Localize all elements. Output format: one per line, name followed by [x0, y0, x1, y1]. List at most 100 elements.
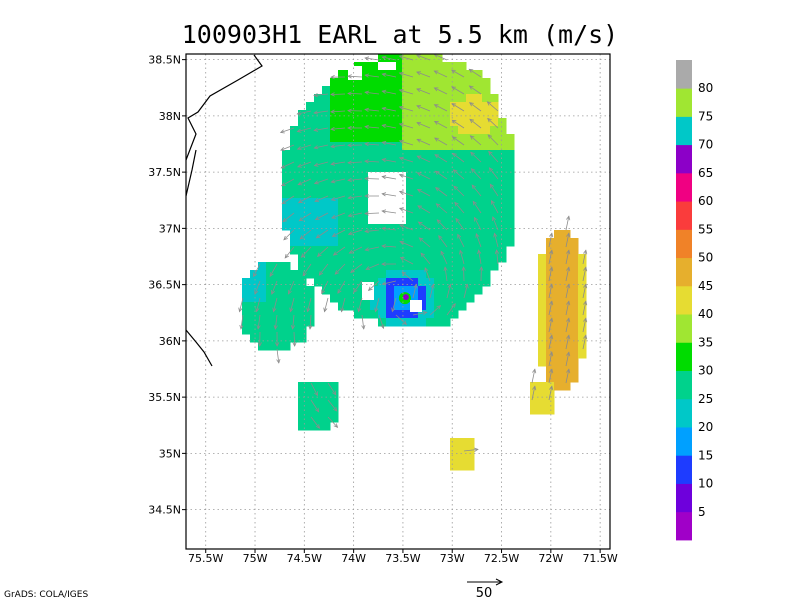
- field-cell: [290, 278, 299, 287]
- wind-vector: [468, 68, 482, 78]
- field-cell: [418, 126, 427, 135]
- field-cell: [298, 174, 307, 183]
- eye-core-max: [402, 294, 409, 301]
- wind-vector: [434, 137, 448, 146]
- field-cell: [442, 198, 451, 207]
- field-cell: [370, 62, 379, 71]
- field-cell: [538, 254, 547, 263]
- field-cell: [498, 254, 507, 263]
- wind-vector: [455, 217, 465, 231]
- field-cell: [258, 302, 267, 311]
- x-tick-label: 74.5W: [287, 552, 322, 565]
- field-cell: [442, 302, 451, 311]
- field-cell: [434, 206, 443, 215]
- field-cell: [442, 94, 451, 103]
- field-cell: [282, 342, 291, 351]
- field-cell: [330, 78, 339, 87]
- wind-vector: [454, 201, 465, 214]
- field-cell: [402, 302, 411, 311]
- field-cell: [474, 158, 483, 167]
- field-cell: [418, 238, 427, 247]
- colorbar-swatch: [676, 455, 692, 484]
- vector-reference-label: 50: [476, 586, 493, 600]
- field-cell: [266, 318, 275, 327]
- field-cell: [346, 254, 355, 263]
- wind-vector: [487, 117, 499, 129]
- field-cell: [402, 270, 411, 279]
- field-cell: [458, 246, 467, 255]
- field-cell: [418, 214, 427, 223]
- y-tick-label: 37N: [159, 222, 181, 235]
- wind-vector: [347, 125, 363, 131]
- field-cell: [394, 270, 403, 279]
- wind-vector: [381, 244, 397, 249]
- field-cell: [410, 110, 419, 119]
- field-cell: [410, 198, 419, 207]
- wind-vector: [452, 169, 465, 180]
- field-cell: [330, 206, 339, 215]
- plot-area: [185, 53, 611, 550]
- field-cell: [298, 270, 307, 279]
- field-cell: [354, 206, 363, 215]
- field-cell: [338, 190, 347, 199]
- field-cell: [394, 302, 403, 311]
- field-cell: [330, 134, 339, 143]
- field-cell: [426, 238, 435, 247]
- field-cell: [314, 190, 323, 199]
- field-cell: [330, 118, 339, 127]
- wind-vector: [283, 229, 295, 241]
- field-cell: [274, 310, 283, 319]
- field-cell: [338, 214, 347, 223]
- wind-vector: [374, 297, 380, 313]
- field-cell: [442, 230, 451, 239]
- field-cell: [426, 318, 435, 327]
- field-cell: [354, 310, 363, 319]
- field-cell: [474, 278, 483, 287]
- field-cell: [458, 78, 467, 87]
- field-cell: [466, 166, 475, 175]
- field-cell: [578, 326, 587, 335]
- field-cell: [314, 382, 323, 391]
- field-cell: [554, 358, 563, 367]
- field-cell: [354, 190, 363, 199]
- wind-vector: [443, 266, 448, 282]
- field-cell: [458, 198, 467, 207]
- field-cell: [346, 198, 355, 207]
- field-cell: [442, 318, 451, 327]
- wind-vector: [475, 232, 482, 248]
- field-cell: [322, 206, 331, 215]
- field-cell: [506, 206, 515, 215]
- wind-vector: [330, 144, 346, 149]
- field-cell: [482, 190, 491, 199]
- field-cell: [466, 238, 475, 247]
- field-cell: [386, 294, 395, 303]
- field-cell: [338, 94, 347, 103]
- field-cell: [482, 94, 491, 103]
- field-cell: [354, 142, 363, 151]
- field-cell: [442, 206, 451, 215]
- field-cell: [282, 310, 291, 319]
- field-cell: [266, 302, 275, 311]
- field-cell: [450, 246, 459, 255]
- field-cell: [434, 198, 443, 207]
- wind-vector: [416, 88, 431, 95]
- field-cell: [322, 254, 331, 263]
- field-cell: [554, 294, 563, 303]
- wind-vector: [365, 263, 380, 271]
- field-cell: [314, 110, 323, 119]
- wind-vector: [350, 263, 363, 274]
- field-cell: [442, 150, 451, 159]
- field-cell: [498, 126, 507, 135]
- field-cell: [474, 166, 483, 175]
- field-cell: [466, 198, 475, 207]
- field-cell: [402, 214, 411, 223]
- field-cell: [266, 294, 275, 303]
- field-cell: [450, 302, 459, 311]
- field-cell: [578, 318, 587, 327]
- field-cell: [322, 230, 331, 239]
- field-cell: [306, 142, 315, 151]
- field-cell: [314, 246, 323, 255]
- field-cell: [466, 230, 475, 239]
- wind-vector: [381, 140, 397, 146]
- field-cell: [378, 262, 387, 271]
